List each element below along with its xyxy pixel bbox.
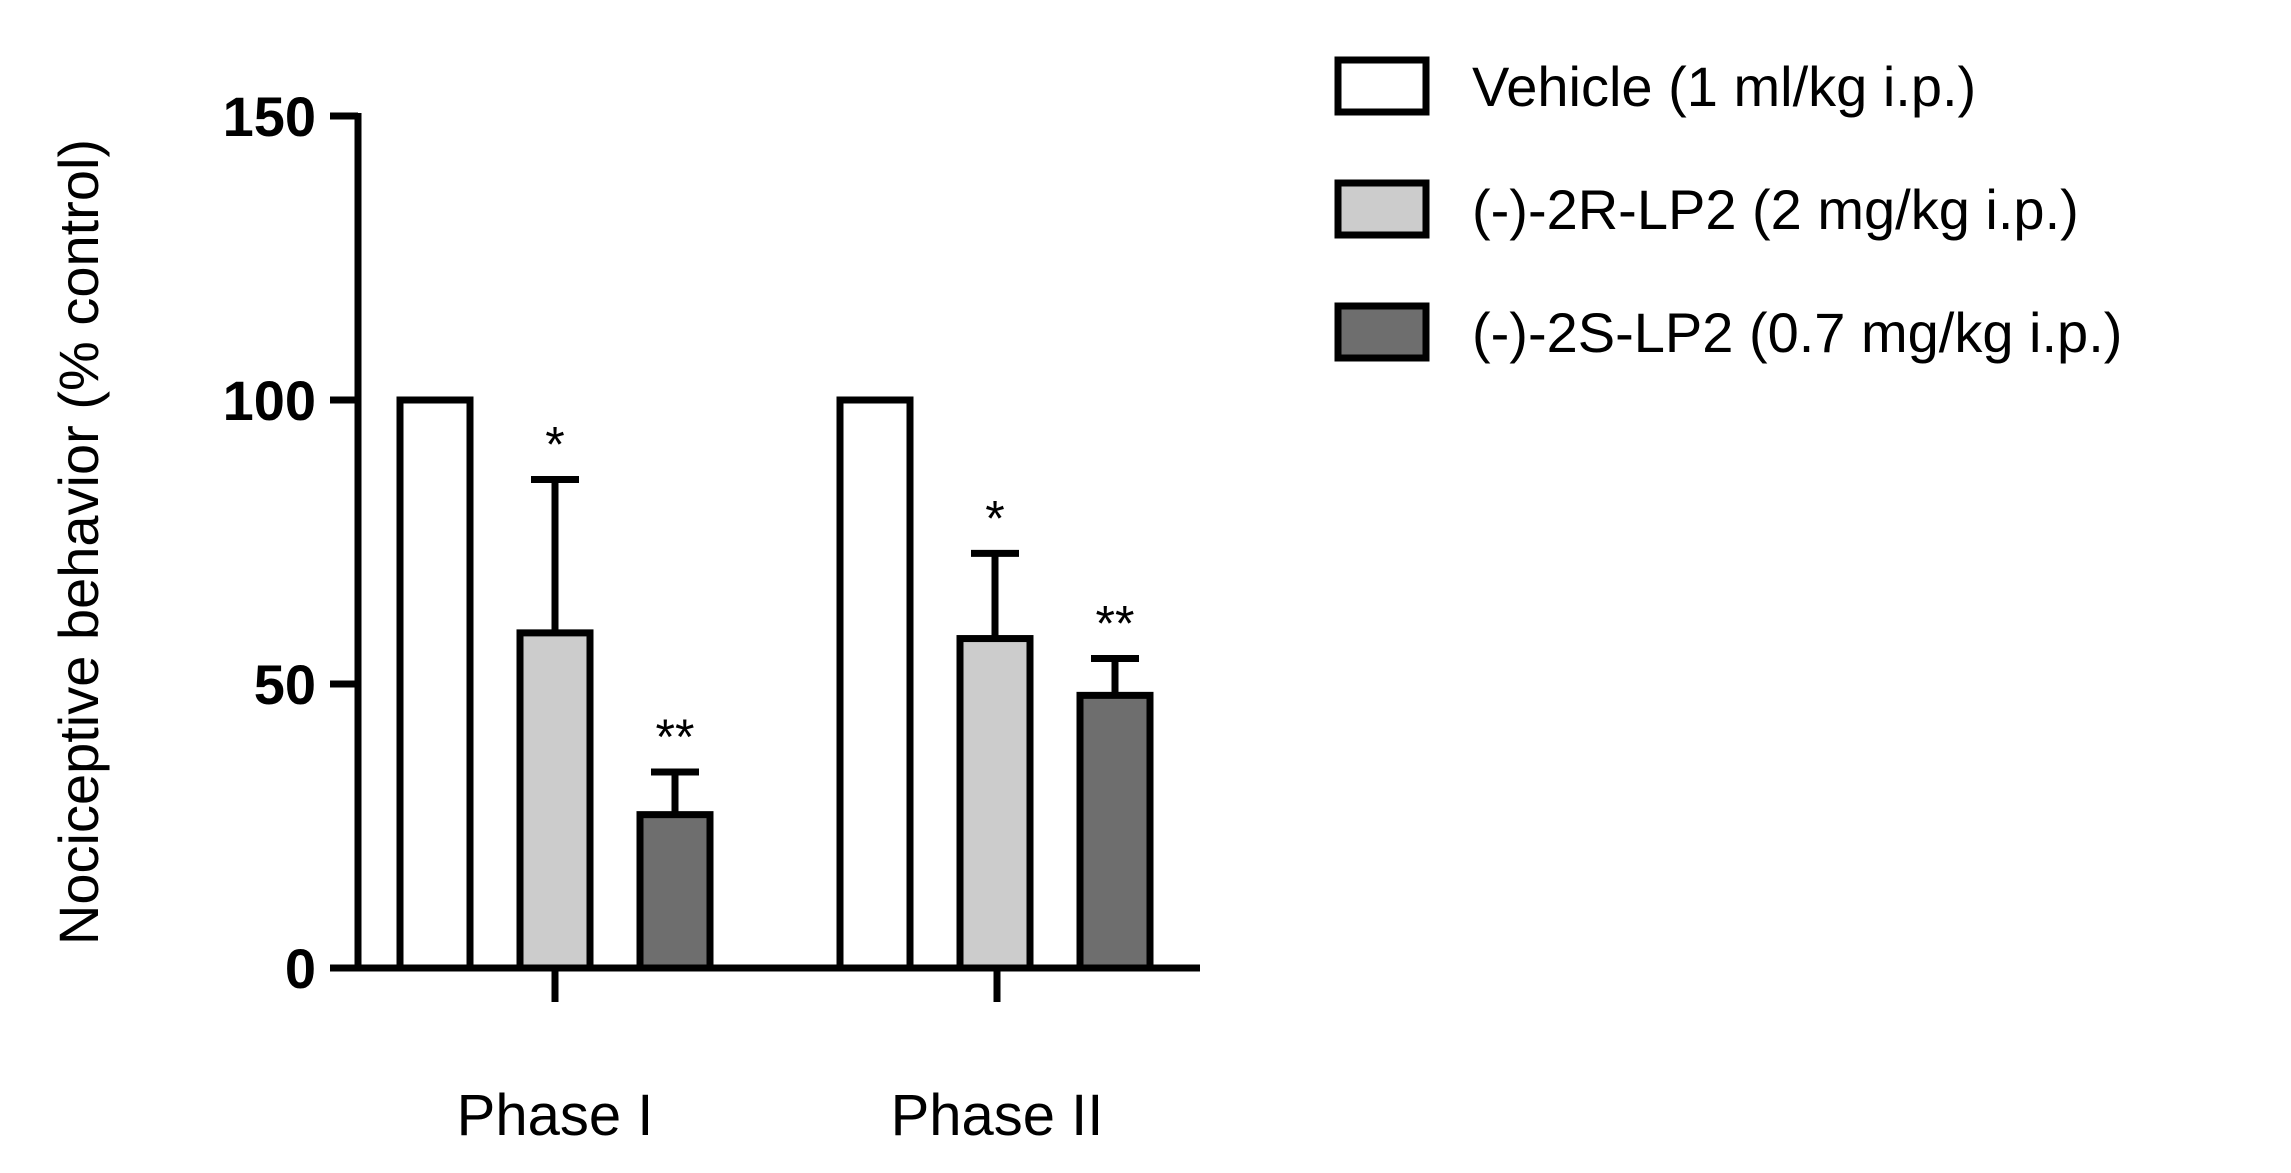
legend-label: Vehicle (1 ml/kg i.p.) — [1472, 55, 1976, 118]
y-tick-label: 0 — [285, 937, 316, 1000]
bar — [956, 635, 1034, 972]
significance-label: ** — [1096, 595, 1135, 651]
y-tick-label: 100 — [223, 369, 316, 432]
legend-swatch — [1334, 302, 1430, 362]
y-axis-title: Nociceptive behavior (% control) — [47, 139, 110, 945]
bar — [516, 629, 594, 972]
legend-swatch — [1334, 56, 1430, 116]
significance-label: * — [985, 490, 1004, 546]
x-tick-label: Phase I — [457, 1083, 654, 1148]
significance-label: ** — [656, 709, 695, 765]
y-tick-label: 150 — [223, 85, 316, 148]
bar — [1076, 691, 1154, 972]
legend-label: (-)-2S-LP2 (0.7 mg/kg i.p.) — [1472, 301, 2122, 364]
bar — [836, 396, 914, 972]
y-tick-label: 50 — [254, 653, 316, 716]
bar — [636, 811, 714, 972]
x-tick-label: Phase II — [891, 1083, 1104, 1148]
legend-label: (-)-2R-LP2 (2 mg/kg i.p.) — [1472, 178, 2079, 241]
significance-label: * — [545, 417, 564, 473]
legend-swatch — [1334, 179, 1430, 239]
bar — [396, 396, 474, 972]
